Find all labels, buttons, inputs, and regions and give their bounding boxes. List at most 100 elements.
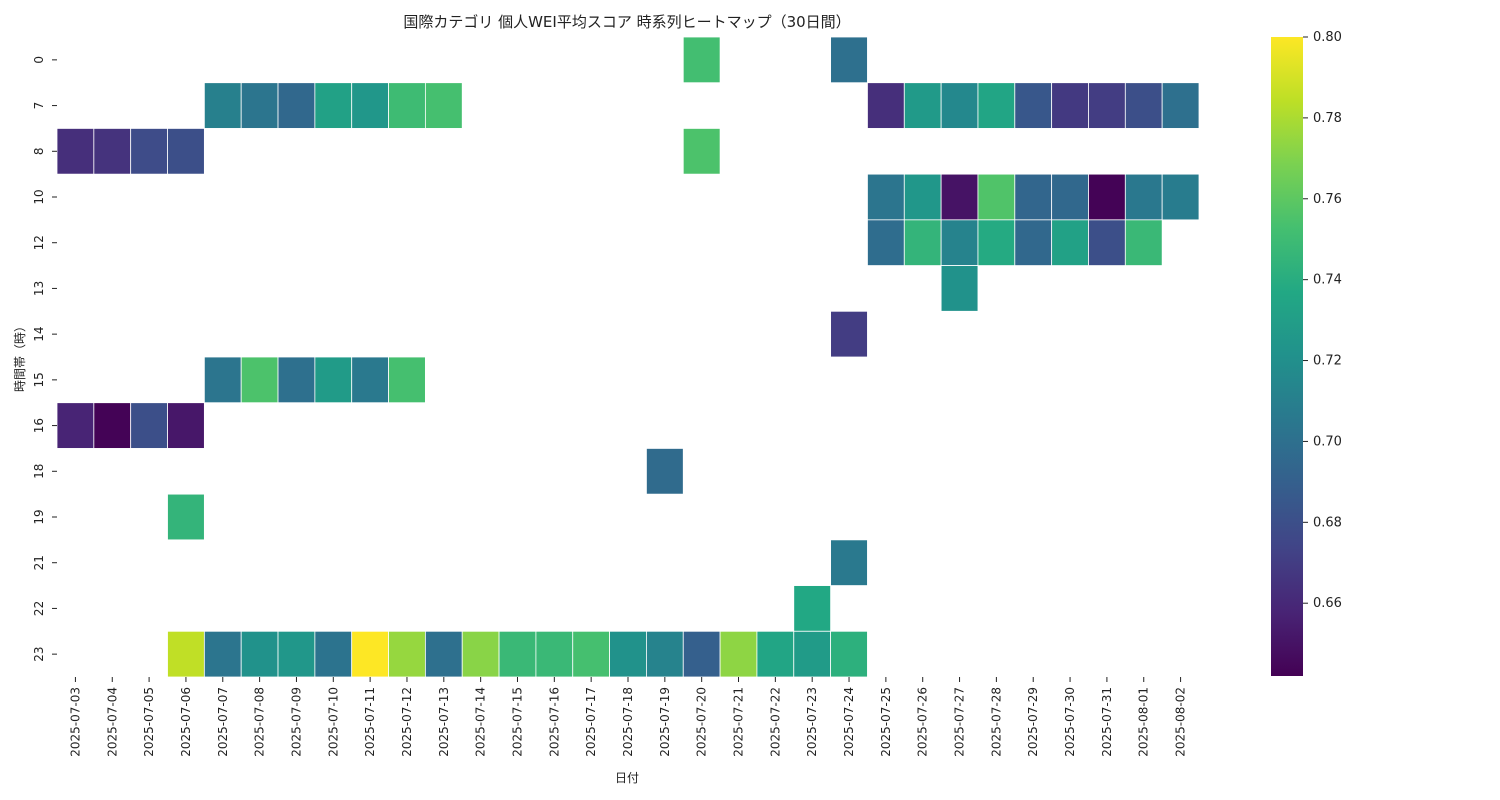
y-tick-label: 12	[32, 235, 46, 250]
heatmap-cell	[830, 310, 868, 358]
heatmap-cell	[203, 82, 242, 129]
heatmap-cell	[167, 630, 205, 678]
x-axis: 2025-07-03 2025-07-04 2025-07-05 2025-07-06…	[68, 677, 1188, 757]
heatmap-cell	[719, 630, 758, 678]
y-tick-label: 7	[32, 102, 46, 110]
heatmap-cell	[56, 128, 95, 175]
heatmap-cell	[1051, 173, 1089, 221]
heatmap-cell	[867, 173, 905, 221]
x-tick-label: 2025-07-20	[695, 687, 709, 757]
heatmap-cell	[1051, 82, 1089, 129]
heatmap-cell	[314, 82, 353, 129]
heatmap-cell	[203, 630, 242, 678]
heatmap-cell	[830, 539, 868, 586]
y-tick-label: 8	[32, 147, 46, 155]
x-tick-label: 2025-07-12	[400, 687, 414, 757]
x-tick-label: 2025-07-14	[474, 687, 488, 757]
heatmap-cell	[977, 219, 1016, 266]
x-tick-label: 2025-07-30	[1063, 687, 1077, 757]
x-tick-label: 2025-07-29	[1026, 687, 1040, 757]
x-tick-label: 2025-07-19	[658, 687, 672, 757]
y-axis: 0 7 8 10 12 13 14 15 16 18 19 21 22 23	[32, 56, 57, 662]
colorbar-tick-label: 0.78	[1313, 111, 1342, 126]
heatmap-cell	[646, 630, 684, 678]
x-tick-label: 2025-07-05	[142, 687, 156, 757]
x-tick-label: 2025-07-13	[437, 687, 451, 757]
colorbar: 0.66 0.68 0.70 0.72 0.74 0.76 0.78 0.80	[1271, 30, 1342, 676]
heatmap-cell	[977, 173, 1016, 221]
heatmap-cell	[388, 630, 426, 678]
y-tick-label: 19	[32, 509, 46, 524]
heatmap-cell	[130, 402, 168, 449]
x-axis-label: 日付	[615, 771, 639, 785]
heatmap-cell	[867, 82, 905, 129]
heatmap-cell	[1014, 82, 1053, 129]
heatmap-cell	[240, 630, 279, 678]
heatmap-cell	[351, 630, 389, 678]
heatmap-cell	[793, 585, 832, 632]
heatmap-cell	[867, 219, 905, 266]
x-tick-label: 2025-07-15	[510, 687, 524, 757]
heatmap-cell	[203, 356, 242, 404]
heatmap-cell	[682, 36, 721, 84]
y-tick-label: 22	[32, 601, 46, 616]
colorbar-tick-label: 0.70	[1313, 434, 1342, 449]
x-tick-label: 2025-07-09	[289, 687, 303, 757]
heatmap-cell	[1161, 82, 1200, 129]
heatmap-cell	[1014, 219, 1053, 266]
x-tick-label: 2025-07-27	[953, 687, 967, 757]
heatmap-cell	[167, 128, 205, 175]
x-tick-label: 2025-07-10	[326, 687, 340, 757]
y-axis-label: 時間帯（時）	[13, 320, 27, 392]
heatmap-cell	[940, 82, 979, 129]
heatmap-cell	[498, 630, 537, 678]
y-tick-label: 16	[32, 418, 46, 433]
y-tick-label: 10	[32, 189, 46, 204]
heatmap-cell	[903, 219, 942, 266]
heatmap-cell	[1124, 219, 1163, 266]
heatmap-cell	[977, 82, 1016, 129]
heatmap-cell	[240, 82, 279, 129]
heatmap-cell	[351, 356, 389, 404]
heatmap-cell	[609, 630, 647, 678]
heatmap-cell	[130, 128, 168, 175]
x-tick-label: 2025-07-06	[179, 687, 193, 757]
y-tick-label: 23	[32, 647, 46, 662]
heatmap-cell	[240, 356, 279, 404]
colorbar-tick-label: 0.68	[1313, 515, 1342, 530]
x-tick-label: 2025-07-17	[584, 687, 598, 757]
heatmap-cell	[351, 82, 389, 129]
x-tick-label: 2025-07-07	[216, 687, 230, 757]
heatmap-cell	[1088, 219, 1126, 266]
heatmap-cell	[424, 630, 463, 678]
colorbar-gradient	[1271, 37, 1303, 676]
heatmap-cell	[830, 630, 868, 678]
x-tick-label: 2025-07-28	[989, 687, 1003, 757]
x-tick-label: 2025-07-23	[805, 687, 819, 757]
heatmap-cell	[277, 82, 316, 129]
y-tick-label: 18	[32, 464, 46, 479]
heatmap-cell	[314, 356, 353, 404]
heatmap-cell	[388, 82, 426, 129]
colorbar-tick-label: 0.80	[1313, 30, 1342, 45]
heatmap-cell	[461, 630, 500, 678]
heatmap-cell	[940, 173, 979, 221]
y-tick-label: 15	[32, 372, 46, 387]
heatmap-cell	[1124, 173, 1163, 221]
heatmap-cell	[903, 82, 942, 129]
heatmap-cell	[56, 402, 95, 449]
x-tick-label: 2025-08-02	[1174, 687, 1188, 757]
heatmap-cell	[314, 630, 353, 678]
heatmap-cell	[940, 265, 979, 312]
heatmap-cell	[682, 128, 721, 175]
heatmap-cell	[830, 36, 868, 84]
heatmap-cell	[682, 630, 721, 678]
x-tick-label: 2025-07-18	[621, 687, 635, 757]
colorbar-tick-label: 0.72	[1313, 354, 1342, 369]
heatmap-cell	[277, 356, 316, 404]
y-tick-label: 0	[32, 56, 46, 64]
heatmap-cell	[1014, 173, 1053, 221]
colorbar-tick-label: 0.76	[1313, 192, 1342, 207]
x-tick-label: 2025-07-08	[253, 687, 267, 757]
